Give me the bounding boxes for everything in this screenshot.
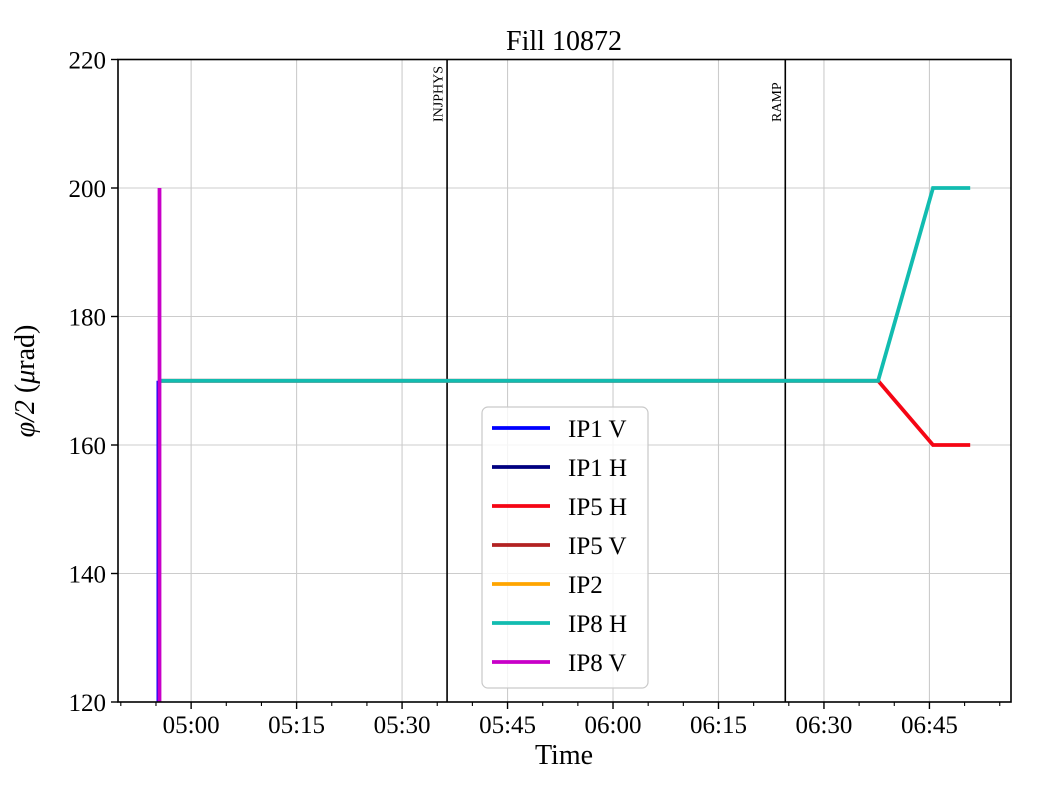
y-tick-label: 180	[69, 305, 107, 332]
legend-label-ip1-h: IP1 H	[568, 455, 627, 482]
legend-label-ip2: IP2	[568, 572, 603, 599]
legend: IP1 V IP1 H IP5 H IP5 V IP2 IP8 H IP8 V	[481, 406, 649, 689]
y-tick-label: 140	[69, 562, 107, 589]
x-tick-label: 05:45	[479, 712, 536, 739]
y-axis-label-unit: rad)	[10, 325, 41, 370]
legend-box	[481, 406, 649, 689]
x-tick-label: 06:00	[585, 712, 642, 739]
plot-border	[117, 58, 1012, 703]
y-tick-label: 220	[69, 48, 107, 75]
x-tick-label: 06:30	[795, 712, 852, 739]
x-tick-label: 05:30	[374, 712, 431, 739]
legend-label-ip8-v: IP8 V	[568, 650, 627, 677]
x-tick-label: 05:15	[268, 712, 325, 739]
series-ip8-h	[159, 186, 971, 383]
event-label-ramp: RAMP	[770, 82, 785, 122]
y-tick-label: 200	[69, 176, 107, 203]
y-tick-label: 160	[69, 433, 107, 460]
x-tick-label: 06:15	[690, 712, 747, 739]
y-axis-label: φ/2 (μrad)	[10, 325, 41, 438]
x-axis-label: Time	[535, 740, 593, 771]
legend-label-ip5-h: IP5 H	[568, 494, 627, 521]
legend-label-ip1-v: IP1 V	[568, 416, 627, 443]
x-tick-label: 05:00	[163, 712, 220, 739]
y-axis-label-mu: μ	[10, 370, 41, 385]
legend-label-ip5-v: IP5 V	[568, 533, 627, 560]
chart-title: Fill 10872	[506, 26, 622, 57]
data-series	[156, 186, 971, 702]
event-label-injphys: INJPHYS	[432, 66, 447, 122]
x-tick-label: 06:45	[901, 712, 958, 739]
y-axis-label-phi: φ/2	[10, 400, 41, 437]
y-axis-label-open: (	[10, 384, 41, 400]
legend-label-ip8-h: IP8 H	[568, 611, 627, 638]
y-tick-label: 120	[69, 690, 107, 717]
axes: 05:00 05:15 05:30 05:45 06:00 06:15 06:30 06:45…	[69, 48, 1012, 739]
